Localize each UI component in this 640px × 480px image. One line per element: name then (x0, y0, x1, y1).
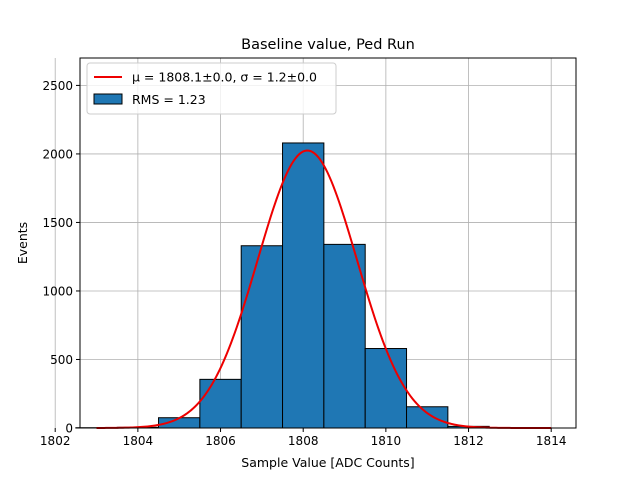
plot-frame (79, 57, 577, 429)
legend-histogram-label: RMS = 1.23 (132, 92, 206, 107)
chart-title: Baseline value, Ped Run (241, 37, 415, 53)
legend-histogram-swatch (93, 93, 123, 105)
x-tick-label: 1806 (205, 434, 236, 448)
legend-fit-label: μ = 1808.1±0.0, σ = 1.2±0.0 (132, 70, 317, 85)
y-tick-label: 1000 (42, 284, 73, 298)
x-tick-label: 1804 (123, 434, 154, 448)
histogram-bar (364, 348, 408, 429)
histogram-bar (240, 245, 284, 429)
x-axis-label: Sample Value [ADC Counts] (241, 455, 414, 470)
y-tick-label: 2500 (42, 79, 73, 93)
legend: μ = 1808.1±0.0, σ = 1.2±0.0 RMS = 1.23 (86, 62, 337, 115)
x-tick-label: 1802 (40, 434, 71, 448)
y-axis-label: Events (15, 222, 30, 264)
histogram-bar (282, 142, 325, 429)
histogram-bar (199, 378, 242, 429)
y-tick-label: 2000 (42, 147, 73, 161)
x-tick-label: 1812 (453, 434, 484, 448)
y-axis-ticks: 0 500 1000 1500 2000 2500 (42, 79, 80, 436)
x-tick-label: 1814 (536, 434, 567, 448)
histogram-bar (406, 406, 449, 429)
y-tick-label: 0 (65, 422, 73, 436)
x-tick-label: 1808 (288, 434, 319, 448)
y-tick-label: 1500 (42, 216, 73, 230)
histogram-bar (323, 243, 366, 429)
legend-box (86, 62, 337, 115)
gaussian-fit-curve (96, 149, 552, 429)
x-tick-label: 1810 (371, 434, 402, 448)
histogram-bars (75, 142, 532, 429)
y-tick-label: 500 (50, 353, 73, 367)
x-axis-ticks: 1802 1804 1806 1808 1810 1812 1814 (40, 428, 567, 448)
